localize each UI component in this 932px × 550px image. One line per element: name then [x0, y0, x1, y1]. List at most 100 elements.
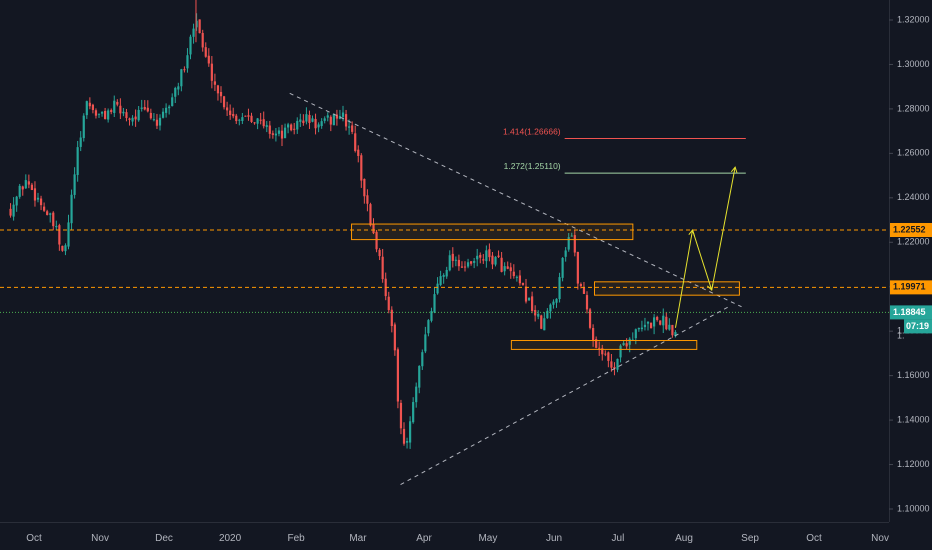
- candle-body: [183, 69, 186, 71]
- triangle-lower-line[interactable]: [400, 306, 729, 485]
- candle-body: [33, 188, 37, 201]
- candle-body: [21, 186, 24, 190]
- candle-body: [592, 327, 595, 341]
- arrowhead-icon: [688, 229, 695, 236]
- arrowhead-icon: [730, 166, 738, 174]
- candle-body: [341, 112, 345, 117]
- candle-body: [317, 124, 320, 128]
- candle-body: [24, 180, 27, 189]
- time-tick-label: Apr: [416, 533, 432, 544]
- candle-body: [427, 320, 430, 334]
- candle-body: [344, 114, 348, 127]
- candle-body: [512, 271, 515, 277]
- candle-body: [155, 119, 159, 126]
- candle-body: [537, 313, 540, 317]
- candle-body: [9, 208, 12, 216]
- candle-body: [97, 113, 101, 115]
- candle-body: [445, 269, 448, 277]
- candle-body: [409, 421, 412, 443]
- candle-body: [546, 310, 549, 319]
- candle-body: [329, 116, 332, 125]
- level-badge-label: 1.22552: [893, 224, 926, 234]
- price-axis-background: [889, 0, 932, 550]
- candle-body: [58, 225, 61, 245]
- time-tick-label: Jun: [546, 533, 562, 544]
- candle-body: [204, 47, 207, 57]
- price-tick-label: 1.30000: [897, 59, 930, 69]
- time-tick-label: Oct: [806, 533, 822, 544]
- candle-body: [73, 174, 76, 195]
- candle-body: [277, 130, 281, 134]
- candle-body: [564, 250, 567, 257]
- projection-path[interactable]: [674, 167, 736, 328]
- candle-body: [653, 317, 656, 327]
- candle-body: [354, 133, 357, 151]
- candle-body: [628, 338, 631, 345]
- candle-body: [85, 101, 88, 116]
- candle-body: [125, 112, 128, 118]
- price-axis[interactable]: 1.32000 1.30000 1.28000 1.26000 1.24000 1.220…: [889, 0, 932, 550]
- drawing-layer[interactable]: 1.414(1.26666) 1.272(1.25110): [0, 92, 889, 485]
- candle-body: [171, 97, 174, 107]
- triangle-upper-line[interactable]: [289, 92, 742, 308]
- candle-body: [518, 275, 522, 284]
- candle-body: [36, 197, 40, 200]
- candle-body: [192, 28, 195, 37]
- candle-body: [476, 255, 479, 260]
- candle-body: [82, 115, 85, 139]
- price-tick-label: 1.28000: [897, 103, 930, 113]
- candle-body: [500, 257, 503, 272]
- candle-body: [393, 324, 396, 351]
- candle-body: [421, 352, 424, 367]
- candle-body: [265, 125, 268, 127]
- candle-body: [253, 122, 256, 124]
- zone-box[interactable]: [351, 223, 634, 241]
- candle-body: [100, 112, 104, 114]
- candle-body: [494, 256, 497, 265]
- candle-body: [326, 115, 329, 118]
- candle-body: [219, 91, 223, 97]
- candle-body: [515, 276, 518, 278]
- candle-body: [470, 261, 473, 264]
- price-tick-label: 1.32000: [897, 14, 930, 24]
- candle-body: [76, 147, 79, 175]
- candle-body: [646, 321, 650, 324]
- candle-body: [287, 124, 290, 128]
- candle-body: [55, 225, 58, 228]
- candle-body: [527, 297, 531, 301]
- candle-body: [491, 255, 494, 265]
- plot-area[interactable]: [9, 0, 677, 449]
- candle-body: [485, 250, 488, 262]
- time-tick-label: Feb: [288, 533, 306, 544]
- price-badges: 1.22552 1.19971 1.18845 07:19: [890, 223, 932, 334]
- candle-body: [402, 428, 406, 444]
- candle-body: [30, 184, 34, 190]
- candle-body: [387, 296, 390, 311]
- candle-body: [290, 124, 293, 131]
- zone-box[interactable]: [510, 340, 698, 350]
- candle-body: [369, 204, 372, 226]
- candle-body: [561, 257, 564, 278]
- candle-body: [479, 254, 482, 258]
- candle-body: [268, 125, 271, 134]
- candle-body: [405, 441, 409, 443]
- candle-body: [610, 361, 613, 368]
- candle-body: [338, 116, 342, 119]
- candle-body: [622, 343, 625, 346]
- price-tick-label: 1.16000: [897, 370, 930, 380]
- candle-body: [656, 317, 659, 320]
- candle-body: [250, 115, 253, 122]
- candle-body: [238, 119, 241, 121]
- zone-box[interactable]: [593, 281, 740, 296]
- candle-body: [357, 149, 360, 156]
- candle-body: [49, 213, 52, 215]
- candle-body: [259, 119, 262, 121]
- time-tick-label: Sep: [741, 533, 759, 544]
- time-axis[interactable]: Oct Nov Dec 2020 Feb Mar Apr May Jun Jul Aug Sep Oct…: [0, 522, 889, 545]
- candle-body: [579, 284, 583, 287]
- candle-body: [18, 185, 21, 197]
- candle-body: [308, 114, 311, 123]
- candle-body: [320, 121, 323, 127]
- candle-body: [134, 116, 137, 120]
